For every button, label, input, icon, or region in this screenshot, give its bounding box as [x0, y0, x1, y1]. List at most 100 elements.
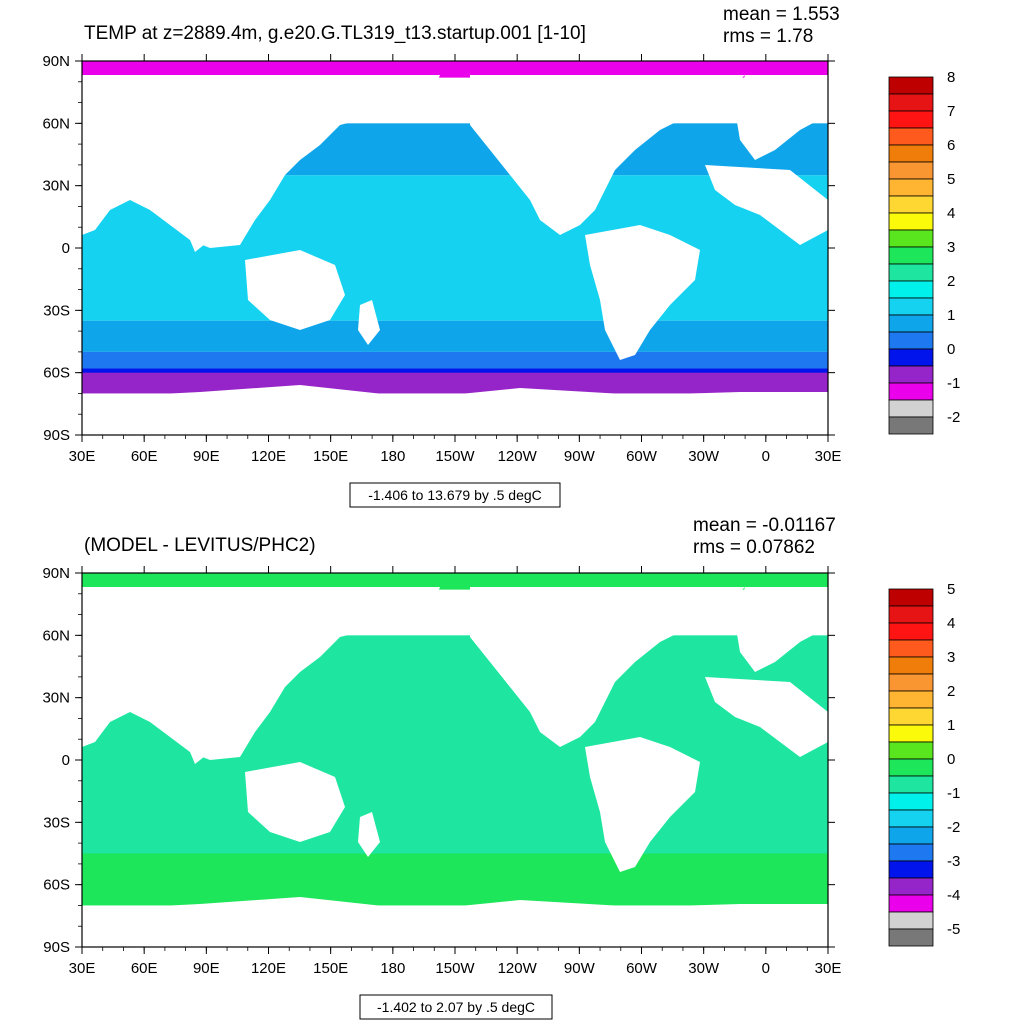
map-title: (MODEL - LEVITUS/PHC2)	[84, 535, 316, 556]
rms-stat: rms = 1.78	[723, 26, 813, 47]
colorbar-swatch	[888, 212, 934, 231]
lon-tick-label: 0	[762, 960, 770, 977]
colorbar-swatch	[888, 775, 934, 794]
range-label: -1.406 to 13.679 by .5 degC	[368, 487, 542, 503]
lat-tick-label: 60N	[42, 627, 70, 644]
lat-tick-label: 90N	[42, 53, 70, 70]
lat-tick-label: 30S	[43, 302, 70, 319]
ocean-band	[82, 351, 828, 369]
lon-tick-label: 120W	[498, 960, 538, 977]
colorbar-label: 8	[947, 69, 955, 86]
land-masses	[82, 587, 828, 947]
colorbar-swatch	[888, 76, 934, 95]
ocean-band	[82, 320, 828, 352]
lon-tick-label: 150W	[435, 448, 475, 465]
colorbar-swatch	[888, 928, 934, 947]
lat-tick-label: 90N	[42, 565, 70, 582]
colorbar-swatch	[888, 741, 934, 760]
land-north-america	[470, 75, 745, 235]
colorbar-label: -1	[947, 375, 960, 392]
ocean-field	[82, 61, 828, 394]
land-asia	[82, 75, 440, 248]
lon-tick-label: 60E	[131, 960, 158, 977]
ocean-band	[82, 573, 828, 590]
colorbar-swatch	[888, 416, 934, 435]
colorbar-label: 4	[947, 615, 955, 632]
colorbar-swatch	[888, 877, 934, 896]
lat-tick-label: 60S	[43, 877, 70, 894]
land-india	[185, 727, 215, 764]
colorbar-swatch	[888, 707, 934, 726]
lon-tick-label: 180	[380, 960, 405, 977]
colorbar-swatch	[888, 605, 934, 624]
colorbar-swatch	[888, 826, 934, 845]
lat-tick-label: 60N	[42, 115, 70, 132]
lon-tick-label: 60E	[131, 448, 158, 465]
mean-stat: mean = -0.01167	[693, 515, 836, 536]
colorbar-label: 7	[947, 103, 955, 120]
colorbar-swatch	[888, 110, 934, 129]
lon-tick-label: 60W	[626, 960, 658, 977]
colorbar-swatch	[888, 639, 934, 658]
lon-tick-label: 150E	[313, 448, 348, 465]
range-box	[349, 482, 561, 508]
land-antarctica	[82, 897, 828, 947]
colorbar-swatch	[888, 314, 934, 333]
temperature-map-panel: TEMP at z=2889.4m, g.e20.G.TL319_t13.sta…	[42, 4, 960, 508]
colorbar-label: 5	[947, 171, 955, 188]
lat-tick-label: 90S	[43, 939, 70, 956]
lon-tick-label: 90E	[193, 960, 220, 977]
colorbar: 8 7 6 5 4 3 2 1 0 -1 -2	[888, 69, 960, 435]
colorbar-swatch	[888, 331, 934, 350]
land-europe	[735, 587, 828, 672]
colorbar-swatch	[888, 758, 934, 777]
colorbar-swatch	[888, 860, 934, 879]
colorbar-swatch	[888, 93, 934, 112]
lat-tick-label: 0	[62, 240, 70, 257]
colorbar-swatch	[888, 792, 934, 811]
colorbar-swatch	[888, 399, 934, 418]
lon-tick-label: 0	[762, 448, 770, 465]
lon-tick-label: 120E	[251, 448, 286, 465]
colorbar-label: 2	[947, 683, 955, 700]
land-new-zealand	[358, 812, 380, 857]
lat-tick-label: 90S	[43, 427, 70, 444]
colorbar: 5 4 3 2 1 0 -1 -2 -3 -4 -5	[888, 581, 960, 947]
colorbar-swatch	[888, 656, 934, 675]
colorbar-swatch	[888, 229, 934, 248]
colorbar-label: 1	[947, 717, 955, 734]
lat-tick-label: 30S	[43, 814, 70, 831]
colorbar-swatch	[888, 297, 934, 316]
range-box	[359, 994, 553, 1020]
lon-tick-label: 30W	[688, 448, 720, 465]
lon-tick-label: 180	[380, 448, 405, 465]
colorbar-label: -4	[947, 887, 960, 904]
lat-axis: 90N 60N 30N 0 30S 60S 90S	[42, 53, 835, 444]
colorbar-swatch	[888, 690, 934, 709]
colorbar-swatch	[888, 588, 934, 607]
ocean-band	[82, 853, 828, 906]
lon-tick-label: 150W	[435, 960, 475, 977]
lon-tick-label: 30E	[69, 960, 96, 977]
colorbar-swatch	[888, 894, 934, 913]
lon-tick-label: 90W	[564, 960, 596, 977]
land-india	[185, 215, 215, 252]
land-masses	[82, 75, 828, 435]
lon-tick-label: 30E	[69, 448, 96, 465]
ocean-band	[82, 372, 828, 394]
lon-tick-label: 120W	[498, 448, 538, 465]
colorbar-swatch	[888, 195, 934, 214]
colorbar-label: 4	[947, 205, 955, 222]
lon-tick-label: 90W	[564, 448, 596, 465]
land-africa	[705, 165, 828, 245]
land-asia	[82, 587, 440, 760]
lon-axis: 30E 60E 90E 120E 150E 180 150W 120W 90W 60W 30W 0 30…	[69, 54, 841, 465]
land-south-america	[585, 225, 700, 360]
colorbar-label: 0	[947, 341, 955, 358]
ocean-band	[82, 61, 828, 78]
lon-tick-label: 60W	[626, 448, 658, 465]
map-title: TEMP at z=2889.4m, g.e20.G.TL319_t13.sta…	[84, 23, 586, 44]
lon-tick-label: 30W	[688, 960, 720, 977]
land-antarctica	[82, 385, 828, 435]
colorbar-swatch	[888, 246, 934, 265]
